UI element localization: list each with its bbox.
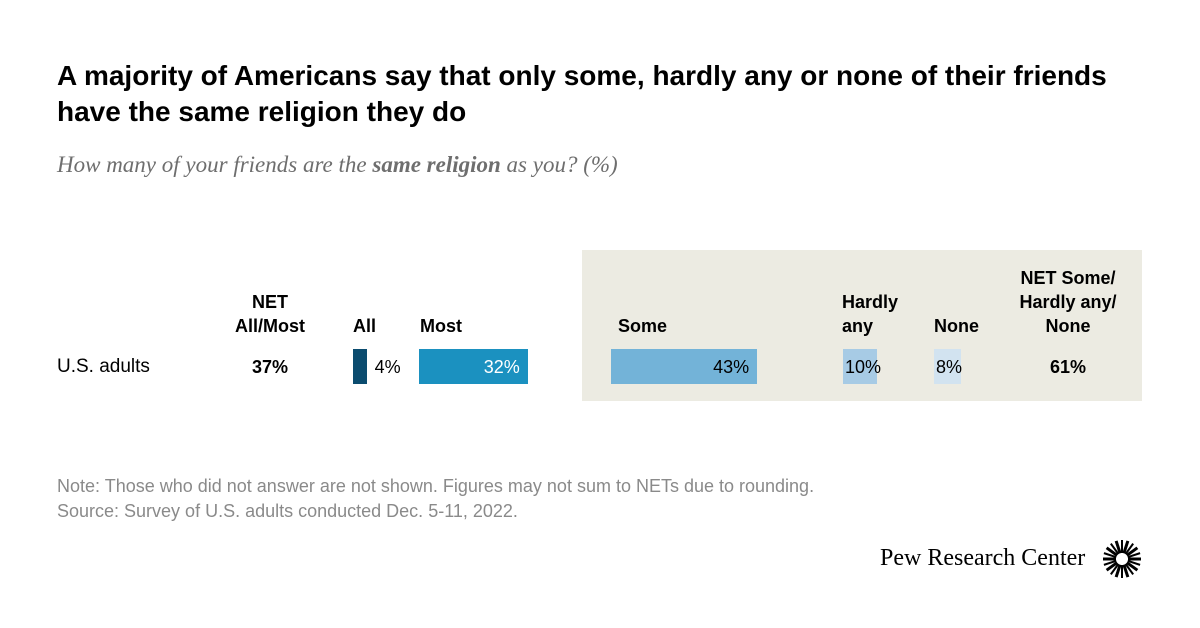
note-text: Note: Those who did not answer are not s… xyxy=(57,476,815,496)
bar-label-hardly-any: 10% xyxy=(845,357,882,377)
sunburst-ray xyxy=(1122,564,1130,578)
bar-label-all: 4% xyxy=(374,357,401,377)
header-net-all-most-line2: All/Most xyxy=(235,316,305,336)
bar-none xyxy=(934,349,962,384)
chart-subtitle: How many of your friends are the same re… xyxy=(57,152,618,178)
bar-hardly-any xyxy=(843,349,877,384)
pew-sunburst-icon xyxy=(1103,540,1141,578)
sunburst-ray xyxy=(1122,540,1130,554)
sunburst-ray xyxy=(1124,543,1134,555)
sunburst-ray xyxy=(1105,561,1119,572)
bar-label-none: 8% xyxy=(936,357,963,377)
source-text: Source: Survey of U.S. adults conducted … xyxy=(57,501,518,521)
sunburst-ray xyxy=(1114,564,1122,578)
pew-logo-text: Pew Research Center xyxy=(880,545,1086,571)
sunburst-ray xyxy=(1103,559,1117,566)
sunburst-ray xyxy=(1124,563,1134,575)
header-net-some-line3: None xyxy=(1045,316,1091,336)
bar-label-most: 32% xyxy=(483,357,520,377)
sunburst-ray xyxy=(1127,559,1141,566)
bar-some xyxy=(611,349,758,384)
subtitle-post: as you? (%) xyxy=(500,152,618,177)
header-net-some-line1: NET Some/ xyxy=(1020,268,1116,288)
footnote: Note: Those who did not answer are not s… xyxy=(57,474,814,524)
header-hardly-line2: any xyxy=(842,316,874,336)
header-net-all-most: NET All/Most xyxy=(220,290,320,338)
net-all-most-value: 37% xyxy=(251,357,289,377)
header-none: None xyxy=(934,316,979,336)
sunburst-ray xyxy=(1114,540,1122,554)
header-net-some: NET Some/ Hardly any/ None xyxy=(1008,266,1128,338)
header-net-all-most-line1: NET xyxy=(252,292,288,312)
header-some: Some xyxy=(618,316,668,336)
bar-most xyxy=(419,349,528,384)
sunburst-ray xyxy=(1110,543,1120,555)
header-all: All xyxy=(353,316,377,336)
sunburst-ray xyxy=(1110,563,1120,575)
sunburst-ray xyxy=(1127,552,1141,559)
header-hardly-line1: Hardly xyxy=(842,292,899,312)
bar-all xyxy=(353,349,367,384)
row-label-us-adults: U.S. adults xyxy=(57,356,150,377)
header-hardly-any: Hardly any xyxy=(842,290,898,338)
subtitle-pre: How many of your friends are the xyxy=(57,152,373,177)
net-some-hardly-none-value: 61% xyxy=(1049,357,1087,377)
header-net-some-line2: Hardly any/ xyxy=(1019,292,1117,312)
bar-label-some: 43% xyxy=(713,357,750,377)
sunburst-ray xyxy=(1105,546,1119,557)
sunburst-ray xyxy=(1125,561,1139,572)
sunburst-ray xyxy=(1103,552,1117,559)
sunburst-ray xyxy=(1125,546,1139,557)
header-most: Most xyxy=(420,316,462,336)
chart-title: A majority of Americans say that only so… xyxy=(57,60,1107,127)
subtitle-bold: same religion xyxy=(372,152,501,177)
